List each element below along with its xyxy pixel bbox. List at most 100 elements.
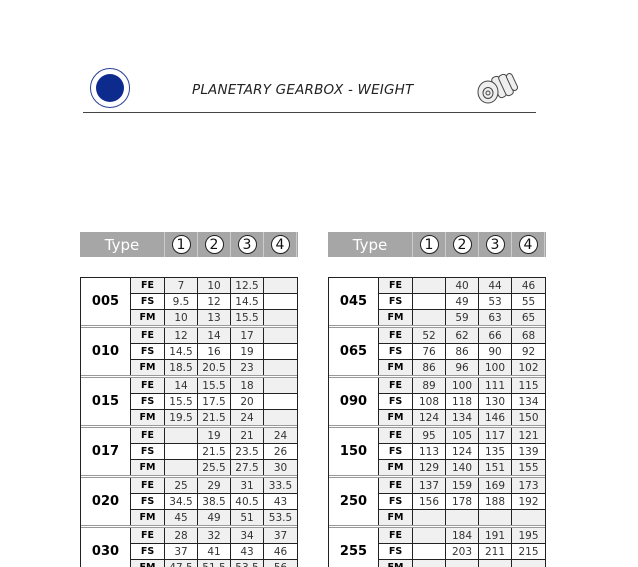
weight-cell — [413, 310, 446, 325]
size-group: 017 FE 19 21 24 FS 21.5 23.5 26 FM 25.5 27.5 30 — [81, 425, 297, 475]
weight-cell: 134 — [518, 395, 539, 408]
weight-cell: 65 — [521, 311, 536, 324]
weight-cell: 173 — [518, 479, 539, 492]
table-row: FE 40 44 46 — [379, 278, 545, 293]
weight-cell — [264, 278, 297, 293]
weight-cell — [512, 510, 545, 525]
stage-header: 4 — [512, 232, 545, 257]
table-row: FE 25 29 31 33.5 — [131, 478, 297, 493]
table-row: FM 18.5 20.5 23 — [131, 359, 297, 375]
weight-cell: 18 — [231, 378, 264, 393]
table-body: 045 FE 40 44 46 FS 49 53 55 FM 59 63 65 065 FE 52 62 66 68… — [328, 277, 546, 567]
table-header: Type 1 2 3 4 — [328, 232, 546, 257]
table-body: 005 FE 7 10 12.5 FS 9.5 12 14.5 FM 10 13 15.5 010 FE 12… — [80, 277, 298, 567]
weight-cell: 105 — [446, 428, 479, 443]
flange-label: FE — [379, 528, 413, 543]
weight-cell: 134 — [446, 410, 479, 425]
table-row: FE 7 10 12.5 — [131, 278, 297, 293]
weight-cell: 96 — [446, 360, 479, 375]
flange-label: FS — [131, 544, 165, 559]
table-row: FE 19 21 24 — [131, 428, 297, 443]
weight-cell: 41 — [198, 544, 231, 559]
flange-label: FM — [379, 460, 413, 475]
weight-cell — [264, 410, 297, 425]
weight-cell — [165, 444, 198, 459]
weight-cell: 15.5 — [198, 378, 231, 393]
table-row: FM 45 49 51 53.5 — [131, 509, 297, 525]
flange-label: FS — [379, 394, 413, 409]
weight-cell: 29 — [198, 478, 231, 493]
weight-cell: 14 — [198, 328, 231, 343]
weight-cell: 169 — [479, 478, 512, 493]
table-row: FE 12 14 17 — [131, 328, 297, 343]
table-row: FE 184 191 195 — [379, 528, 545, 543]
weight-cell: 66 — [479, 328, 512, 343]
table-row: FS 113 124 135 139 — [379, 443, 545, 459]
weight-cell — [264, 328, 297, 343]
size-label: 020 — [81, 478, 131, 525]
stage-number: 2 — [452, 235, 472, 254]
weight-cell: 52 — [413, 328, 446, 343]
stage-header: 4 — [264, 232, 297, 257]
weight-cell: 21 — [231, 428, 264, 443]
weight-cell: 49 — [198, 510, 231, 525]
weight-cell: 203 — [446, 544, 479, 559]
weight-cell: 10 — [198, 278, 231, 293]
weight-cell: 21.5 — [198, 410, 231, 425]
weight-cell: 37 — [273, 529, 288, 542]
weight-cell: 102 — [518, 361, 539, 374]
weight-cell: 45 — [165, 510, 198, 525]
flange-label: FM — [131, 410, 165, 425]
size-label: 010 — [81, 328, 131, 375]
weight-cell: 49 — [446, 294, 479, 309]
weight-cell — [413, 510, 446, 525]
flange-label: FS — [131, 494, 165, 509]
weight-cell — [446, 510, 479, 525]
weight-cell — [446, 560, 479, 567]
weight-cell: 19 — [231, 344, 264, 359]
weight-cell: 46 — [521, 279, 536, 292]
weight-cell — [479, 510, 512, 525]
weight-cell — [264, 294, 297, 309]
size-label: 015 — [81, 378, 131, 425]
weight-cell: 40 — [446, 278, 479, 293]
weight-cell: 137 — [413, 478, 446, 493]
weight-cell: 32 — [198, 528, 231, 543]
weight-cell: 124 — [446, 444, 479, 459]
weight-cell: 16 — [198, 344, 231, 359]
flange-label: FS — [379, 344, 413, 359]
stage-header: 3 — [231, 232, 264, 257]
weight-cell: 92 — [521, 345, 536, 358]
size-label: 250 — [329, 478, 379, 525]
weight-cell: 86 — [413, 360, 446, 375]
weight-cell: 192 — [518, 495, 539, 508]
weight-cell: 155 — [518, 461, 539, 474]
size-label: 255 — [329, 528, 379, 567]
size-label: 065 — [329, 328, 379, 375]
weight-cell: 56 — [264, 560, 297, 567]
weight-cell: 38.5 — [198, 494, 231, 509]
flange-label: FE — [131, 478, 165, 493]
stage-header: 1 — [165, 232, 198, 257]
flange-label: FM — [379, 510, 413, 525]
size-group: 010 FE 12 14 17 FS 14.5 16 19 FM 18.5 20.5 23 — [81, 325, 297, 375]
stage-header: 3 — [479, 232, 512, 257]
weight-cell — [413, 528, 446, 543]
stage-number: 2 — [204, 235, 224, 254]
weight-cell: 62 — [446, 328, 479, 343]
size-label: 017 — [81, 428, 131, 475]
flange-label: FM — [379, 310, 413, 325]
flange-label: FE — [379, 378, 413, 393]
table-row: FE 137 159 169 173 — [379, 478, 545, 493]
flange-label: FS — [379, 444, 413, 459]
weight-cell: 14 — [165, 378, 198, 393]
flange-label: FE — [379, 428, 413, 443]
weight-cell — [512, 560, 545, 567]
weight-cell: 124 — [413, 410, 446, 425]
weight-cell: 44 — [479, 278, 512, 293]
flange-label: FE — [131, 428, 165, 443]
flange-label: FE — [131, 528, 165, 543]
weight-cell: 15.5 — [165, 394, 198, 409]
weight-cell — [264, 394, 297, 409]
